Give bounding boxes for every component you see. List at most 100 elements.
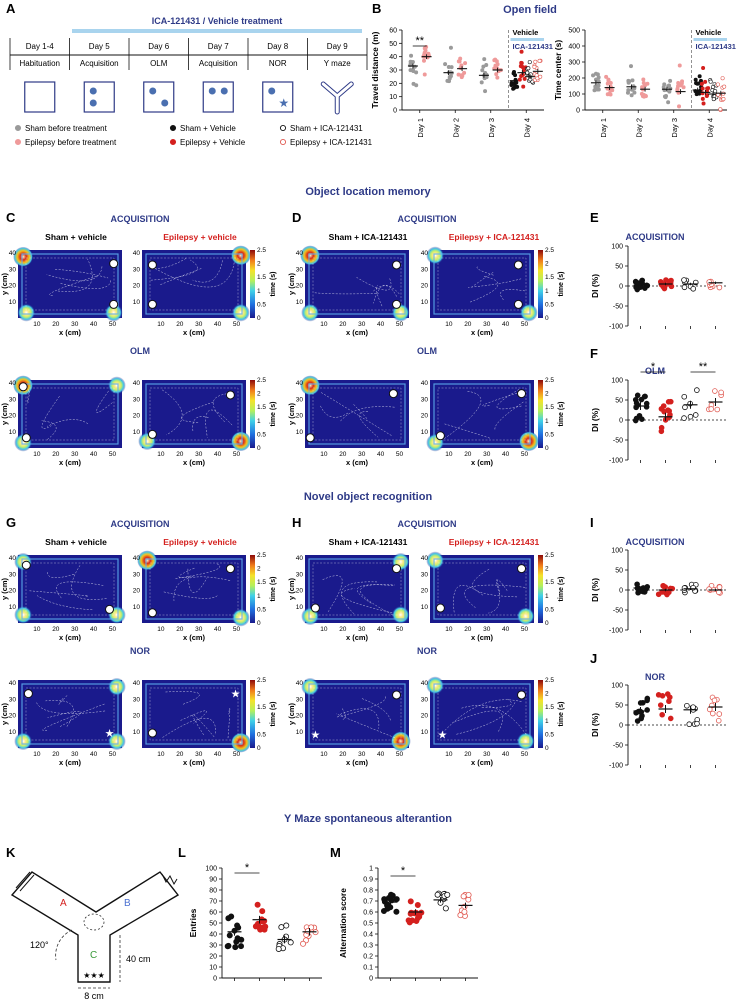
heatmap-8-xtick-2: 30 (71, 626, 79, 633)
heatmap-0-xtick-2: 30 (71, 321, 79, 328)
entries-ytick-label-0: 0 (213, 976, 217, 983)
heatmap-10-ytick-3: 40 (296, 555, 304, 562)
heatmap-2-ytick-1: 20 (296, 283, 304, 290)
alternation-point-3-8 (457, 912, 464, 919)
heatmap-1-xtick-0: 10 (157, 321, 165, 328)
alternation-point-0-13 (380, 908, 387, 915)
center-point-2-1-9 (677, 104, 682, 109)
heatmap-14-ytick-3: 40 (296, 680, 304, 687)
heatmap-5-xtick-0: 10 (157, 451, 165, 458)
heatmap-3-ytick-1: 20 (421, 283, 429, 290)
heatmap-9-inner-trace (149, 562, 239, 616)
alternation-ytick-label-7: 0.7 (363, 899, 373, 906)
di-i-point-3-6 (706, 586, 712, 592)
heatmap-10-xtick-3: 40 (377, 626, 385, 633)
center-point-3-3-4 (703, 79, 708, 84)
heatmap-14-hotspot-0 (301, 677, 320, 696)
heatmap-14-xtick-0: 10 (320, 751, 328, 758)
alternation-point-1-13 (413, 917, 420, 924)
heatmap-3-colorbar-tick-3: 1.5 (545, 274, 554, 281)
heatmap-6-xtick-0: 10 (320, 451, 328, 458)
heatmap-8-xtick-0: 10 (33, 626, 41, 633)
legend-label-0: Sham before treatment (25, 124, 108, 133)
heatmap-5-colorbar-tick-4: 2 (257, 391, 261, 398)
alternation-ytick-label-8: 0.8 (363, 888, 373, 895)
heatmap-8-object-0 (21, 560, 31, 570)
travel-point-3-3-0 (519, 49, 524, 54)
travel-point-0-1-2 (422, 72, 427, 77)
heatmap-2-inner-trace (312, 257, 402, 311)
heatmap-4-xtick-4: 50 (109, 451, 117, 458)
heatmap-13-wall-trace (145, 683, 243, 745)
c-epi-vehicle-label: Epilepsy + vehicle (163, 232, 237, 242)
arena-box-1 (83, 81, 115, 113)
travel-vehicle-label: Vehicle (513, 28, 539, 37)
heatmap-15-colorbar-tick-4: 2 (545, 691, 549, 698)
start-stars: ★★★ (83, 971, 105, 980)
heatmap-15-object-1 (517, 690, 527, 700)
heatmap-3-colorbar-tick-4: 2 (545, 261, 549, 268)
di-e-point-0-13 (642, 285, 648, 291)
di-j-point-2-1 (684, 702, 690, 709)
heatmap-10-ytick-0: 10 (296, 604, 304, 611)
travel-ytick-label-4: 40 (389, 54, 397, 61)
heatmap-0-xtick-3: 40 (90, 321, 98, 328)
di-j-point-0-3 (644, 707, 650, 713)
di-f-point-2-3 (682, 404, 688, 411)
g-acq-title: ACQUISITION (110, 519, 169, 529)
heatmap-5-ytick-2: 30 (133, 396, 141, 403)
heatmap-8-ytick-1: 20 (9, 588, 17, 595)
heatmap-15-xtick-1: 20 (464, 751, 472, 758)
di-e-ytick-label-1: -50 (613, 304, 623, 311)
travel-point-3-3-8 (519, 60, 524, 65)
heatmap-6-wall-trace (308, 383, 406, 445)
heatmap-5-colorbar-tick-2: 1 (257, 418, 261, 425)
heatmap-6-inner-trace (312, 387, 402, 441)
di-i-point-3-8 (716, 584, 723, 590)
di-f-point-0-3 (634, 392, 641, 399)
heatmap-11-ytick-2: 30 (421, 571, 429, 578)
heatmap-4-ytick-0: 10 (9, 429, 17, 436)
travel-xlabel-2: Day 3 (487, 118, 496, 138)
d-epi-drug-label: Epilepsy + ICA-121431 (449, 232, 540, 242)
panel-letter-j: J (590, 651, 597, 666)
center-xlabel-1: Day 2 (634, 118, 643, 138)
heatmap-12-hotspot-2 (107, 732, 126, 751)
heatmap-9-xlabel: x (cm) (183, 633, 206, 642)
heatmap-5-trajectory (161, 389, 233, 438)
heatmap-9-object-0 (147, 608, 157, 618)
heatmap-11-colorbar-tick-3: 1.5 (545, 579, 554, 586)
heatmap-1-colorbar-tick-0: 0 (257, 315, 261, 322)
alternation-ylabel: Alternation score (338, 888, 348, 958)
alternation-point-0-10 (393, 908, 400, 915)
travel-point-0-0-7 (414, 83, 419, 88)
heatmap-11-hotspot-0 (426, 551, 445, 570)
di-f-ytick-label-2: 0 (619, 418, 623, 425)
phase-label-3: Acquisition (199, 59, 238, 68)
heatmap-11-colorbar-tick-5: 2.5 (545, 552, 554, 559)
travel-point-1-1-3 (457, 59, 462, 64)
heatmap-14-hotspot-1 (390, 731, 411, 752)
heatmap-14-inner-trace (312, 687, 402, 741)
heatmap-13-xtick-4: 50 (233, 751, 241, 758)
travel-point-2-0-0 (480, 68, 485, 73)
travel-point-3-3-10 (522, 76, 527, 81)
heatmap-7-xtick-4: 50 (521, 451, 529, 458)
center-point-3-3-7 (701, 65, 706, 70)
heatmap-11-trajectory (453, 568, 526, 614)
heatmap-6-ytick-0: 10 (296, 429, 304, 436)
center-drug-label: ICA-121431 (696, 42, 736, 51)
di-f-point-3-4 (708, 406, 715, 412)
entries-point-0-4 (228, 913, 235, 920)
panel-letter-d: D (292, 210, 301, 225)
heatmap-11-xtick-3: 40 (502, 626, 510, 633)
center-point-1-1-9 (642, 83, 647, 88)
day-label-5: Day 9 (327, 42, 348, 51)
heatmap-15-xtick-0: 10 (445, 751, 453, 758)
arena-box-3 (202, 81, 234, 113)
di-j-ytick-label-0: -100 (609, 763, 623, 770)
heatmap-1-colorbar-tick-4: 2 (257, 261, 261, 268)
entries-point-3-7 (300, 940, 307, 947)
heatmap-15-xtick-2: 30 (483, 751, 491, 758)
heatmap-4-object-0 (18, 382, 28, 392)
